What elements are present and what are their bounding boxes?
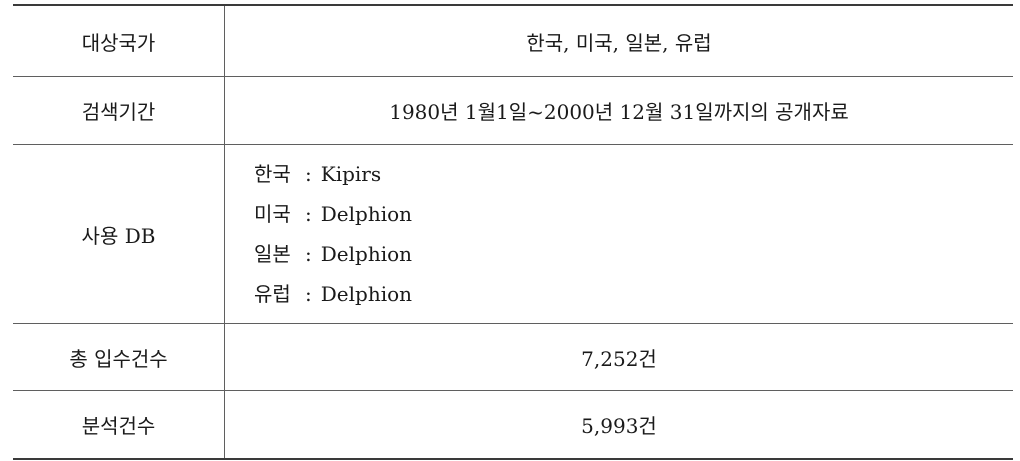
patent-search-summary-table: 대상국가 한국, 미국, 일본, 유럽 검색기간 1980년 1월1일~2000… — [13, 4, 1013, 460]
table-row-analyzed: 분석건수 5,993건 — [13, 390, 1013, 460]
table-row-search-period: 검색기간 1980년 1월1일~2000년 12월 31일까지의 공개자료 — [13, 76, 1013, 145]
db-country: 한국 — [254, 162, 291, 186]
row-label-search-period: 검색기간 — [13, 76, 225, 145]
db-name: Delphion — [320, 242, 413, 266]
db-entry-europe: 유럽: Delphion — [254, 274, 1013, 314]
db-entry-korea: 한국: Kipirs — [254, 154, 1013, 194]
db-name: Kipirs — [320, 162, 382, 186]
db-separator: : — [305, 282, 312, 306]
db-country: 일본 — [254, 242, 291, 266]
table-row-target-countries: 대상국가 한국, 미국, 일본, 유럽 — [13, 4, 1013, 77]
row-value-analyzed: 5,993건 — [224, 390, 1013, 460]
row-value-databases: 한국: Kipirs 미국: Delphion 일본: Delphion 유럽: Del… — [224, 144, 1013, 324]
row-value-total-acquired: 7,252건 — [224, 323, 1013, 391]
db-country: 유럽 — [254, 282, 291, 306]
db-entry-usa: 미국: Delphion — [254, 194, 1013, 234]
db-separator: : — [305, 162, 312, 186]
row-value-search-period: 1980년 1월1일~2000년 12월 31일까지의 공개자료 — [224, 76, 1013, 145]
row-label-databases: 사용 DB — [13, 144, 225, 324]
db-separator: : — [305, 202, 312, 226]
table-row-total-acquired: 총 입수건수 7,252건 — [13, 323, 1013, 391]
row-value-target-countries: 한국, 미국, 일본, 유럽 — [224, 4, 1013, 77]
table-row-databases: 사용 DB 한국: Kipirs 미국: Delphion 일본: Delphion … — [13, 144, 1013, 324]
db-entry-japan: 일본: Delphion — [254, 234, 1013, 274]
db-country: 미국 — [254, 202, 291, 226]
db-name: Delphion — [320, 202, 413, 226]
row-label-target-countries: 대상국가 — [13, 4, 225, 77]
db-name: Delphion — [320, 282, 413, 306]
row-label-total-acquired: 총 입수건수 — [13, 323, 225, 391]
db-separator: : — [305, 242, 312, 266]
row-label-analyzed: 분석건수 — [13, 390, 225, 460]
